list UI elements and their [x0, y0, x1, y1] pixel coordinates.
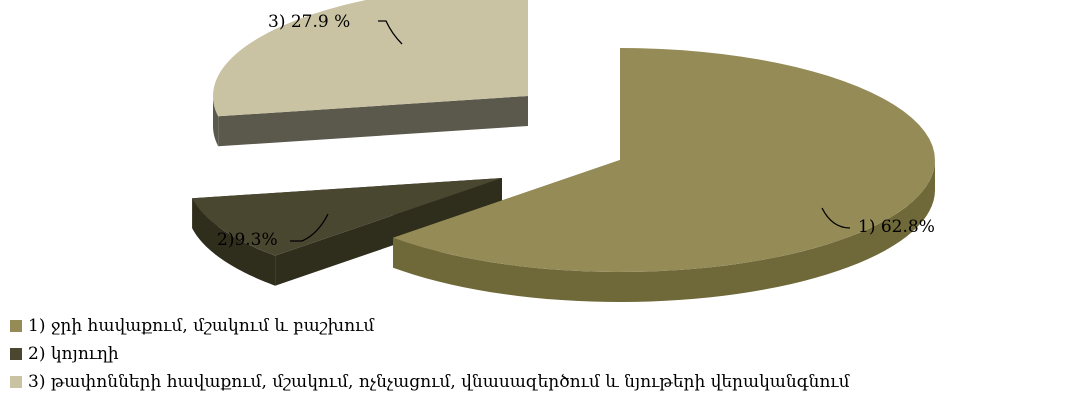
legend-label-2: 2) կոյուղի: [28, 344, 119, 364]
pie-slice-3: [213, 0, 528, 147]
data-label-3: 3) 27.9 %: [268, 12, 350, 32]
legend-label-3: 3) թափոնների հավաքում, մշակում, ոչնչացու…: [28, 372, 850, 392]
leader-line-1: [821, 207, 851, 229]
legend-label-1: 1) ջրի հավաքում, մշակում և բաշխում: [28, 316, 375, 336]
pie-chart: 1) 62.8% 2)9.3% 3) 27.9 %: [192, 0, 936, 302]
pie-slice-1: [393, 48, 936, 302]
legend-swatch-3: [10, 376, 22, 388]
data-label-1: 1) 62.8%: [858, 217, 935, 237]
legend-item: 1) ջրի հավաքում, մշակում և բաշխում: [10, 312, 850, 340]
legend-swatch-1: [10, 320, 22, 332]
leader-line-2: [290, 213, 329, 242]
leader-line-3: [378, 20, 403, 45]
pie-slice-2: [192, 178, 502, 286]
legend: 1) ջրի հավաքում, մշակում և բաշխում 2) կո…: [10, 312, 850, 396]
legend-item: 2) կոյուղի: [10, 340, 850, 368]
data-label-2: 2)9.3%: [217, 230, 278, 250]
legend-item: 3) թափոնների հավաքում, մշակում, ոչնչացու…: [10, 368, 850, 396]
legend-swatch-2: [10, 348, 22, 360]
